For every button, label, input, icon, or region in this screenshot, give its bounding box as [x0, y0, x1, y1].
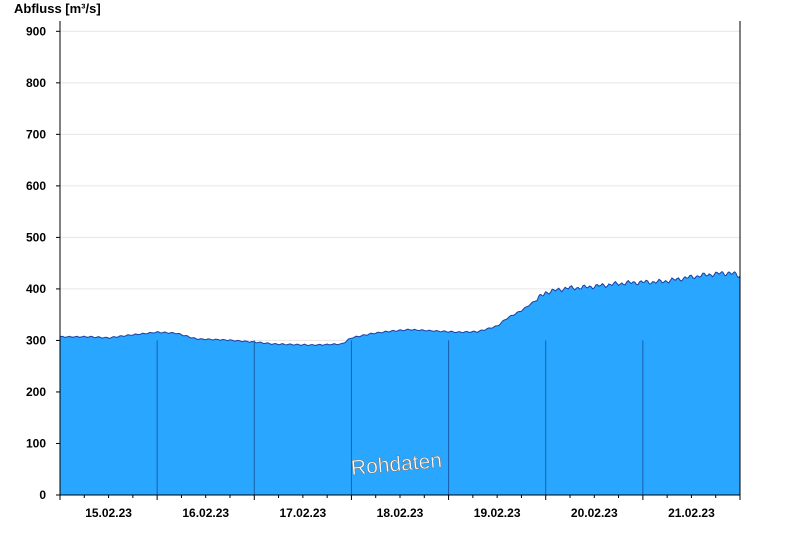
x-tick-label-4: 19.02.23 — [474, 506, 521, 520]
x-tick-label-6: 21.02.23 — [668, 506, 715, 520]
x-tick-label-3: 18.02.23 — [377, 506, 424, 520]
y-tick-label-200: 200 — [26, 385, 46, 399]
x-tick-label-5: 20.02.23 — [571, 506, 618, 520]
x-tick-label-1: 16.02.23 — [182, 506, 229, 520]
day-divider-lines — [156, 340, 644, 495]
x-tick-label-0: 15.02.23 — [85, 506, 132, 520]
y-tick-label-700: 700 — [26, 127, 46, 141]
y-tick-label-900: 900 — [26, 24, 46, 38]
y-tick-label-300: 300 — [26, 333, 46, 347]
y-tick-label-0: 0 — [39, 488, 46, 502]
discharge-line — [59, 271, 741, 347]
y-tick-label-400: 400 — [26, 282, 46, 296]
y-tick-label-100: 100 — [26, 436, 46, 450]
y-axis-label: Abfluss [m³/s] — [14, 1, 101, 16]
y-tick-label-600: 600 — [26, 179, 46, 193]
x-ticks: 15.02.23 16.02.23 17.02.23 18.02.23 19.02.23… — [59, 495, 741, 520]
y-tick-label-500: 500 — [26, 230, 46, 244]
area-layer — [59, 271, 741, 495]
x-tick-label-2: 17.02.23 — [279, 506, 326, 520]
y-ticks: 0 100 200 300 400 500 600 700 800 900 — [26, 24, 60, 502]
discharge-area — [60, 271, 740, 495]
y-tick-label-800: 800 — [26, 76, 46, 90]
